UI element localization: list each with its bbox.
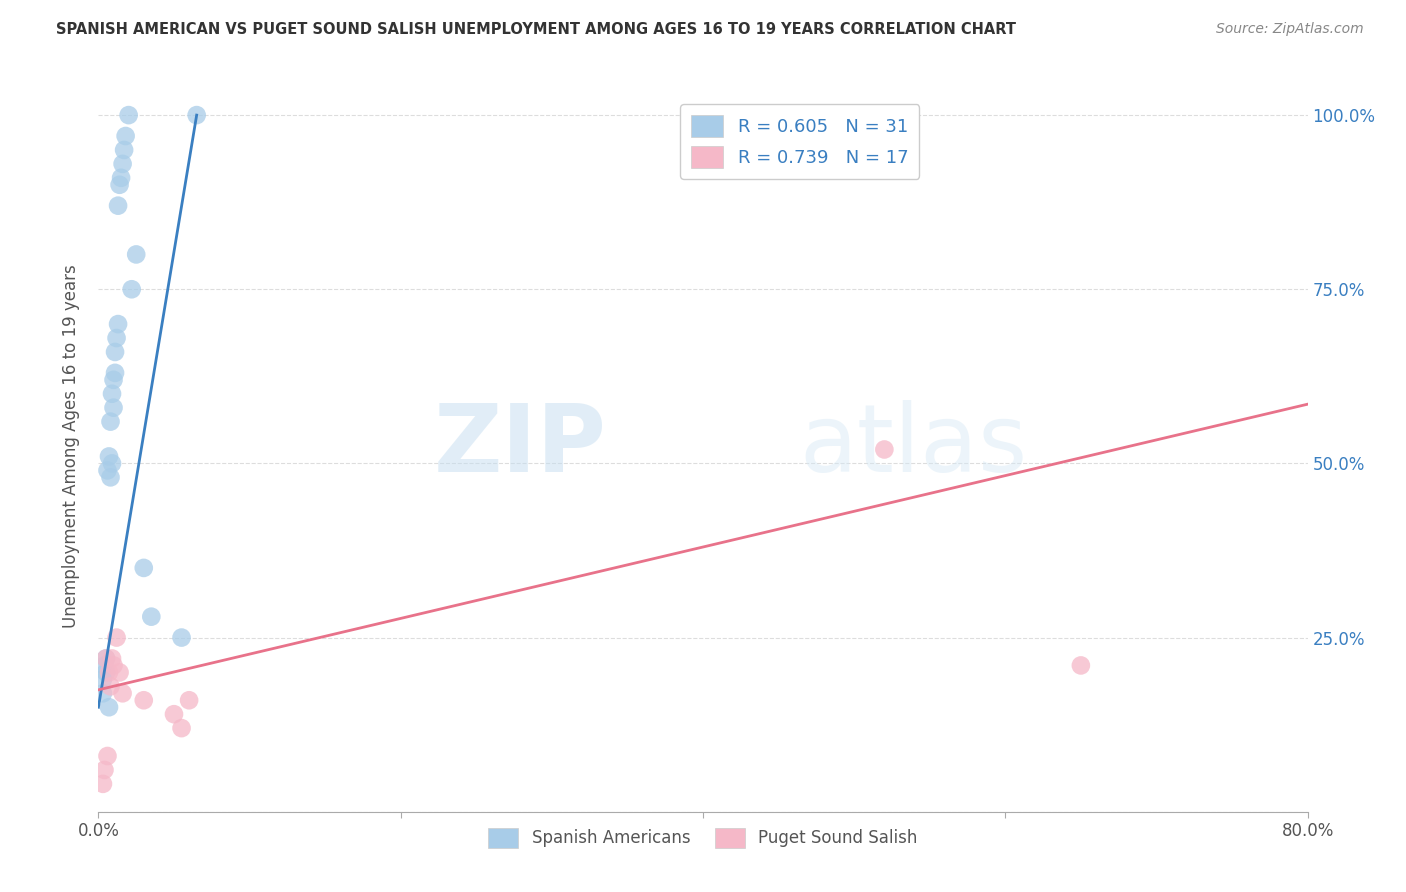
Point	[93, 763, 115, 777]
Text: ZIP: ZIP	[433, 400, 606, 492]
Point	[111, 157, 134, 171]
Point	[104, 345, 127, 359]
Point	[91, 777, 114, 791]
Point	[93, 658, 115, 673]
Point	[110, 170, 132, 185]
Point	[132, 561, 155, 575]
Point	[94, 665, 117, 680]
Y-axis label: Unemployment Among Ages 16 to 19 years: Unemployment Among Ages 16 to 19 years	[62, 264, 80, 628]
Point	[100, 470, 122, 484]
Point	[91, 686, 114, 700]
Point	[104, 366, 127, 380]
Point	[100, 415, 122, 429]
Point	[179, 693, 201, 707]
Text: atlas: atlas	[800, 400, 1028, 492]
Point	[107, 317, 129, 331]
Point	[111, 686, 134, 700]
Point	[105, 331, 128, 345]
Point	[100, 679, 122, 693]
Point	[91, 673, 114, 687]
Legend: Spanish Americans, Puget Sound Salish: Spanish Americans, Puget Sound Salish	[481, 821, 925, 855]
Point	[98, 700, 121, 714]
Point	[98, 665, 121, 680]
Point	[107, 199, 129, 213]
Point	[101, 386, 124, 401]
Text: Source: ZipAtlas.com: Source: ZipAtlas.com	[1216, 22, 1364, 37]
Point	[141, 609, 163, 624]
Point	[98, 450, 121, 464]
Point	[94, 651, 117, 665]
Point	[163, 707, 186, 722]
Text: SPANISH AMERICAN VS PUGET SOUND SALISH UNEMPLOYMENT AMONG AGES 16 TO 19 YEARS CO: SPANISH AMERICAN VS PUGET SOUND SALISH U…	[56, 22, 1017, 37]
Point	[103, 401, 125, 415]
Point	[101, 457, 124, 471]
Point	[132, 693, 155, 707]
Point	[170, 631, 193, 645]
Point	[108, 665, 131, 680]
Point	[103, 373, 125, 387]
Point	[121, 282, 143, 296]
Point	[186, 108, 208, 122]
Point	[170, 721, 193, 735]
Point	[96, 463, 118, 477]
Point	[94, 651, 117, 665]
Point	[101, 651, 124, 665]
Point	[125, 247, 148, 261]
Point	[1070, 658, 1092, 673]
Point	[96, 749, 118, 764]
Point	[105, 631, 128, 645]
Point	[114, 128, 136, 143]
Point	[118, 108, 141, 122]
Point	[112, 143, 135, 157]
Point	[103, 658, 125, 673]
Point	[873, 442, 896, 457]
Point	[108, 178, 131, 192]
